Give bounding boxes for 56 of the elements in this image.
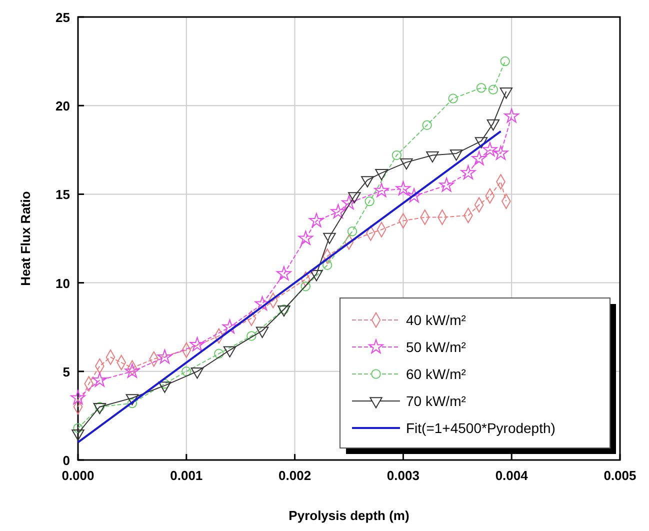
point bbox=[439, 178, 454, 192]
x-tick-label: 0.000 bbox=[62, 468, 94, 483]
point bbox=[94, 402, 105, 412]
point bbox=[298, 230, 314, 245]
legend-label: 50 kW/m² bbox=[406, 339, 466, 355]
y-tick-label: 5 bbox=[62, 364, 70, 380]
point bbox=[374, 182, 389, 198]
point bbox=[422, 120, 432, 130]
legend-label: 70 kW/m² bbox=[406, 393, 466, 409]
legend-label: 60 kW/m² bbox=[406, 366, 466, 382]
point bbox=[92, 372, 108, 387]
y-tick-label: 15 bbox=[56, 187, 70, 202]
point bbox=[182, 366, 192, 376]
x-axis-title: Pyrolysis depth (m) bbox=[288, 508, 410, 523]
y-axis-title: Heat Flux Ratio bbox=[18, 191, 33, 286]
point bbox=[347, 226, 358, 236]
point bbox=[214, 348, 224, 359]
point bbox=[276, 266, 292, 280]
point bbox=[448, 94, 458, 104]
point bbox=[70, 390, 86, 404]
point bbox=[190, 337, 205, 352]
x-tick-label: 0.002 bbox=[278, 468, 312, 483]
point bbox=[396, 181, 411, 196]
point bbox=[127, 398, 138, 408]
point bbox=[482, 142, 498, 156]
point bbox=[476, 83, 486, 93]
point bbox=[392, 150, 402, 160]
point bbox=[460, 165, 476, 180]
point bbox=[309, 212, 324, 228]
point bbox=[254, 296, 270, 310]
y-tick-label: 25 bbox=[56, 10, 70, 25]
legend-label: Fit(=1+4500*Pyrodepth) bbox=[406, 420, 556, 436]
point bbox=[157, 349, 172, 364]
point bbox=[300, 281, 311, 292]
point bbox=[493, 146, 508, 160]
point bbox=[342, 195, 356, 210]
x-tick-label: 0.003 bbox=[386, 468, 420, 483]
x-tick-label: 0.004 bbox=[495, 468, 529, 483]
x-tick-label: 0.005 bbox=[604, 468, 636, 483]
y-tick-label: 0 bbox=[62, 453, 70, 468]
point bbox=[472, 150, 487, 166]
point bbox=[330, 204, 346, 218]
y-tick-label: 10 bbox=[56, 276, 70, 291]
point bbox=[488, 84, 498, 95]
x-tick-label: 0.001 bbox=[170, 468, 203, 483]
y-tick-label: 20 bbox=[56, 98, 70, 114]
point bbox=[73, 423, 83, 433]
point bbox=[406, 188, 422, 202]
point bbox=[222, 319, 238, 334]
point bbox=[246, 331, 256, 341]
point bbox=[322, 260, 332, 270]
legend-label: 40 kW/m² bbox=[406, 312, 466, 328]
point bbox=[124, 364, 140, 378]
point bbox=[500, 56, 510, 66]
point bbox=[364, 196, 374, 206]
point bbox=[504, 108, 520, 123]
